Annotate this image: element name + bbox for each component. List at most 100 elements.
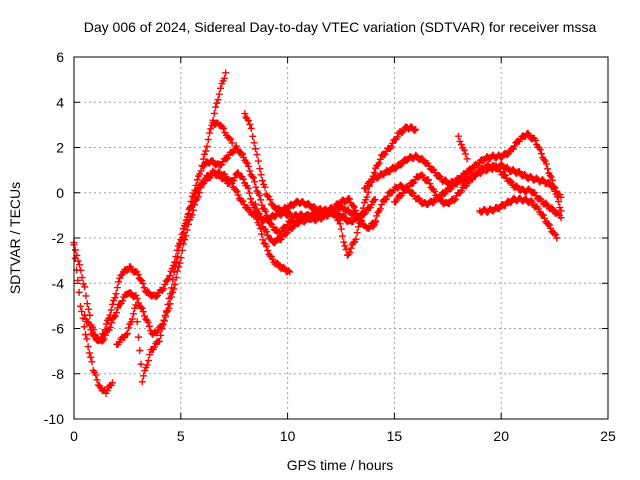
data-point	[79, 280, 87, 288]
data-point	[250, 139, 258, 147]
data-point	[286, 268, 294, 276]
data-point	[203, 142, 211, 150]
data-point	[191, 201, 199, 209]
series-13	[454, 132, 471, 163]
data-point	[213, 99, 221, 107]
data-point	[542, 199, 550, 207]
data-point	[85, 305, 93, 313]
series-2	[70, 168, 322, 345]
data-point	[259, 236, 267, 244]
data-point	[381, 196, 389, 204]
series-9	[326, 123, 420, 259]
data-point	[551, 184, 559, 192]
data-point	[82, 292, 90, 300]
data-point	[216, 161, 224, 169]
data-point	[198, 180, 206, 188]
data-point	[257, 196, 265, 204]
data-point	[166, 272, 174, 280]
data-point	[545, 221, 553, 229]
data-point	[232, 186, 240, 194]
series-4	[113, 69, 230, 386]
data-point	[375, 159, 383, 167]
data-point	[131, 304, 139, 312]
data-point	[137, 360, 145, 368]
data-point	[418, 154, 426, 162]
data-point	[511, 142, 519, 150]
data-point	[234, 145, 242, 153]
data-point	[152, 293, 160, 301]
data-point	[548, 176, 556, 184]
data-point	[134, 271, 142, 279]
data-point	[108, 319, 116, 327]
data-point	[117, 271, 125, 279]
data-point	[220, 124, 228, 132]
data-point	[140, 284, 148, 292]
data-point	[269, 201, 277, 209]
data-point	[458, 187, 466, 195]
data-point	[548, 204, 556, 212]
data-point	[159, 320, 167, 328]
data-point	[173, 258, 181, 266]
data-point	[199, 162, 207, 170]
x-tick-label: 10	[280, 428, 296, 444]
data-point	[205, 129, 213, 137]
data-point	[258, 230, 266, 238]
data-point	[83, 300, 91, 308]
data-point	[184, 220, 192, 228]
data-point	[335, 216, 343, 224]
data-point	[238, 150, 246, 158]
data-point	[247, 124, 255, 132]
plot-frame	[73, 56, 609, 420]
data-point	[373, 212, 381, 220]
y-axis-label: SDTVAR / TECUs	[7, 182, 23, 294]
data-point	[188, 192, 196, 200]
data-point	[133, 318, 141, 326]
data-point	[245, 189, 253, 197]
x-tick-label: 20	[493, 428, 509, 444]
data-point	[542, 160, 550, 168]
data-point	[256, 191, 264, 199]
data-point	[212, 103, 220, 111]
x-tick-label: 25	[600, 428, 616, 444]
data-point	[232, 142, 240, 150]
data-point	[83, 318, 91, 326]
y-tick-label: 2	[56, 140, 64, 156]
data-point	[244, 184, 252, 192]
data-point	[546, 171, 554, 179]
data-point	[100, 335, 108, 343]
data-point	[425, 176, 433, 184]
data-point	[503, 151, 511, 159]
data-point	[135, 333, 143, 341]
data-point	[158, 325, 166, 333]
data-point	[179, 234, 187, 242]
data-point	[251, 178, 259, 186]
data-point	[209, 167, 217, 175]
data-point	[252, 183, 260, 191]
data-point	[87, 353, 95, 361]
data-point	[106, 323, 114, 331]
data-point	[202, 147, 210, 155]
data-point	[158, 286, 166, 294]
data-point	[237, 149, 245, 157]
data-point	[454, 132, 462, 140]
data-point	[544, 220, 552, 228]
data-point	[374, 208, 382, 216]
y-tick-label: -6	[52, 321, 65, 337]
data-point	[146, 351, 154, 359]
data-point	[541, 214, 549, 222]
data-point	[177, 237, 185, 245]
data-point	[436, 194, 444, 202]
data-point	[163, 307, 171, 315]
data-point	[191, 186, 199, 194]
data-point	[106, 311, 114, 319]
data-point	[557, 193, 565, 201]
data-point	[111, 294, 119, 302]
data-point	[346, 248, 354, 256]
data-point	[88, 358, 96, 366]
data-point	[266, 196, 274, 204]
data-point	[531, 136, 539, 144]
data-point	[174, 253, 182, 261]
data-point	[506, 177, 514, 185]
data-point	[78, 274, 86, 282]
data-point	[239, 175, 247, 183]
